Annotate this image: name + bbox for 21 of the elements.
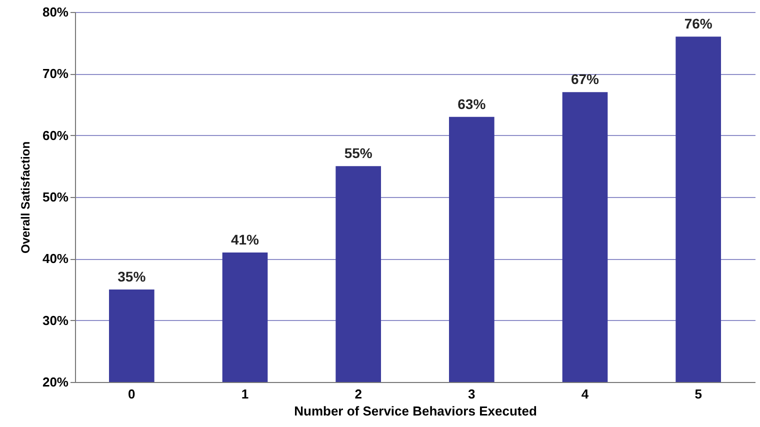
y-tick-label: 80% [42, 4, 69, 20]
y-tick-label: 30% [42, 312, 69, 328]
y-tick-label: 50% [42, 190, 69, 204]
data-label: 76% [684, 16, 713, 32]
x-axis-title: Number of Service Behaviors Executed [294, 404, 537, 418]
x-tick-label: 4 [581, 386, 590, 402]
y-tick-label: 40% [42, 251, 69, 266]
x-tick-label: 0 [128, 386, 136, 402]
x-tick-label: 5 [694, 386, 702, 402]
data-label: 67% [570, 71, 600, 88]
data-label: 41% [230, 232, 260, 248]
y-tick-label: 70% [42, 66, 69, 82]
data-label: 55% [344, 145, 373, 162]
y-tick-label: 60% [42, 128, 69, 143]
x-tick-label: 1 [241, 386, 249, 402]
data-label: 63% [458, 96, 486, 112]
x-tick-label: 2 [354, 386, 362, 402]
y-axis-title: Overall Satisfaction [18, 141, 32, 254]
y-tick-label: 20% [42, 374, 69, 390]
data-label: 35% [118, 268, 146, 284]
x-tick-label: 3 [468, 386, 476, 402]
